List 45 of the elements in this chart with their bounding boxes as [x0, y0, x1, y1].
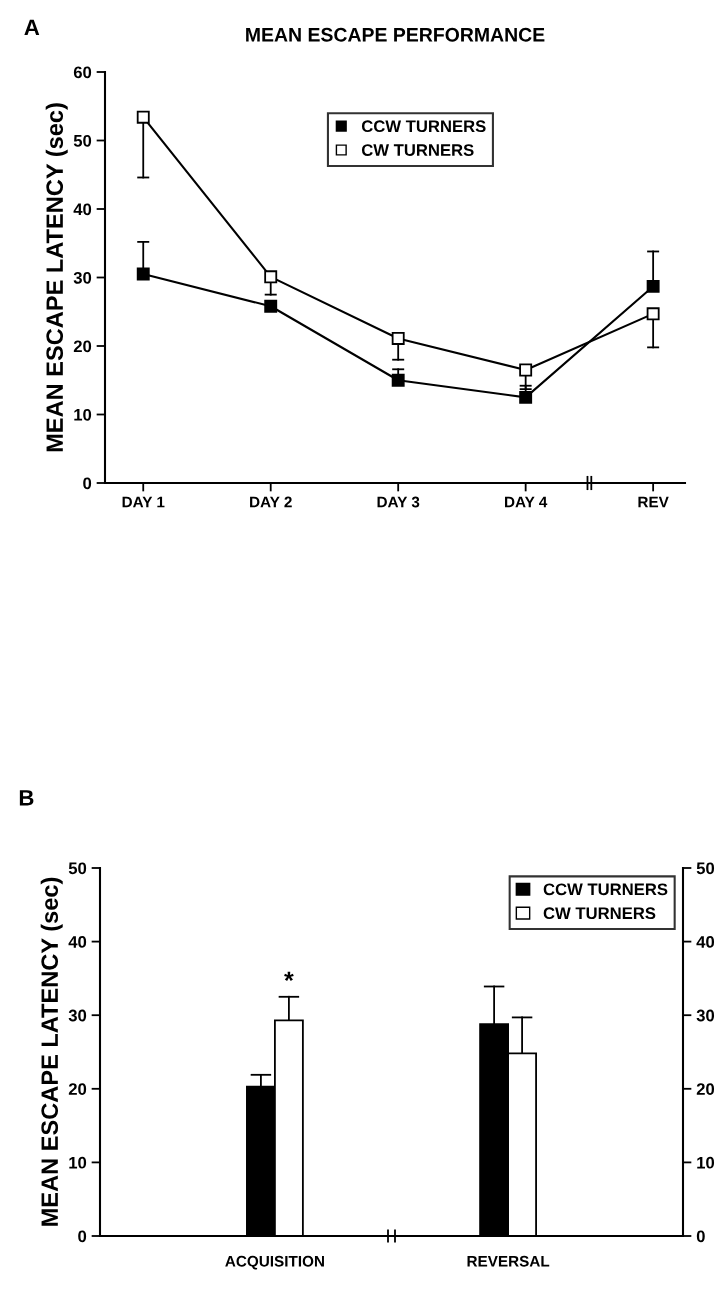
point: [391, 332, 405, 345]
x-tick-label: DAY 4: [505, 496, 548, 508]
x-tick-label: DAY 3: [377, 496, 420, 508]
legend-label: CW TURNERS: [361, 144, 474, 156]
y-tick-label: 30: [68, 1009, 87, 1022]
x-tick-label: ACQUISITION: [225, 1255, 324, 1270]
point: [391, 373, 405, 387]
y-tick-label: 0: [78, 1230, 87, 1243]
chart-title: MEAN ESCAPE PERFORMANCE: [246, 27, 545, 42]
x-tick-label: DAY 1: [122, 496, 165, 508]
y-tick-label: 50: [73, 134, 92, 147]
y2-tick-label: 0: [696, 1230, 705, 1243]
y-tick-label: 40: [73, 203, 92, 216]
y2-tick-label: 40: [696, 936, 715, 948]
point: [136, 267, 150, 281]
y2-tick-label: 10: [697, 1156, 715, 1169]
y-tick-label: 50: [68, 862, 87, 875]
text: B: [19, 790, 34, 806]
y-tick-label: 10: [69, 1156, 87, 1169]
text: A: [24, 19, 40, 36]
y-tick-label: 0: [83, 477, 92, 490]
point: [136, 110, 150, 124]
y-tick-label: 60: [73, 66, 92, 79]
x-tick-label: REV: [638, 496, 669, 508]
x-tick-label: REVERSAL: [467, 1255, 550, 1267]
point: [264, 299, 278, 313]
legend-label: CCW TURNERS: [361, 120, 486, 133]
legend-label: CW TURNERS: [543, 907, 656, 920]
point: [264, 270, 278, 284]
y2-tick-label: 20: [696, 1083, 715, 1095]
point: [646, 307, 660, 321]
y-tick-label: 10: [74, 408, 92, 421]
y-axis-title: MEAN ESCAPE LATENCY (sec): [45, 103, 68, 452]
legend-label: CCW TURNERS: [543, 883, 668, 896]
y2-tick-label: 30: [696, 1009, 715, 1022]
x-tick-label: DAY 2: [250, 496, 292, 508]
point: [519, 363, 533, 377]
annotation: *: [284, 971, 294, 981]
y-tick-label: 20: [68, 1083, 87, 1095]
y2-tick-label: 50: [696, 862, 715, 875]
y-axis-title: MEAN ESCAPE LATENCY (sec): [40, 877, 63, 1226]
y-tick-label: 20: [73, 340, 92, 353]
point: [646, 279, 660, 293]
y-tick-label: 30: [73, 271, 92, 284]
y-tick-label: 40: [68, 936, 87, 948]
